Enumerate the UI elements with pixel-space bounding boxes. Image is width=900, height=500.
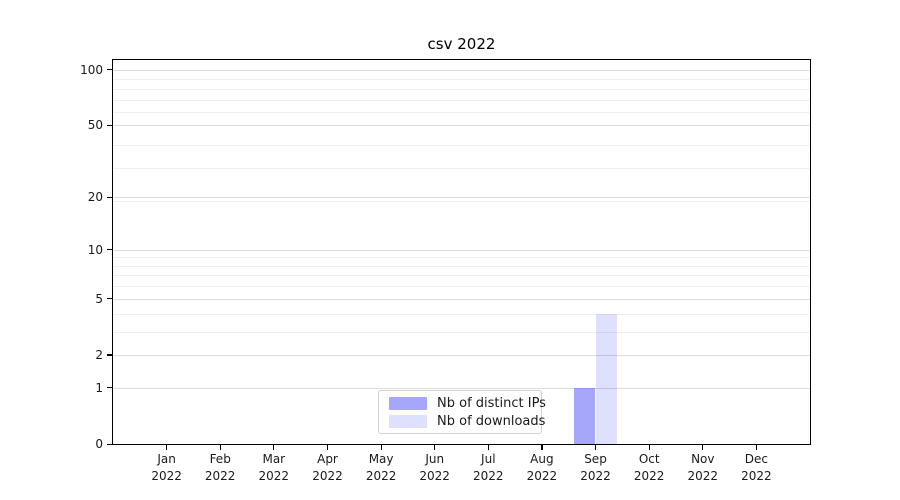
gridline-minor xyxy=(113,313,810,315)
x-tick-mark xyxy=(219,444,221,450)
y-tick-mark xyxy=(107,124,113,126)
gridline-major xyxy=(113,69,810,71)
x-tick-label-line: 2022 xyxy=(151,468,182,483)
gridline-major xyxy=(113,249,810,251)
legend-swatch-distinct-ips xyxy=(389,396,427,410)
bar-downloads xyxy=(595,313,617,444)
x-tick-mark xyxy=(273,444,275,450)
x-tick-label-line: Jul xyxy=(481,452,496,466)
gridline-minor xyxy=(113,265,810,267)
legend-label-distinct-ips: Nb of distinct IPs xyxy=(437,395,546,411)
x-tick-label: Nov 2022 xyxy=(668,451,738,484)
gridline-minor xyxy=(113,201,810,203)
bar-distinct-ips xyxy=(574,387,596,444)
gridline-minor xyxy=(113,112,810,113)
y-tick-label: 10 xyxy=(87,242,103,257)
x-tick-label: Sep 2022 xyxy=(561,451,631,484)
gridline-major xyxy=(113,298,810,300)
x-tick-label-line: Dec xyxy=(744,452,768,466)
x-tick-mark xyxy=(755,444,758,450)
y-tick-mark xyxy=(107,69,113,71)
legend-item-distinct-ips: Nb of distinct IPs xyxy=(389,396,546,411)
y-tick-mark xyxy=(107,354,113,356)
y-tick-mark xyxy=(107,387,113,389)
y-tick-label: 0 xyxy=(95,437,103,451)
x-tick-mark xyxy=(380,444,382,450)
y-tick-mark xyxy=(107,196,113,198)
x-tick-label: Aug 2022 xyxy=(507,451,577,484)
gridline-minor xyxy=(113,79,810,81)
x-tick-label: Oct 2022 xyxy=(614,451,684,484)
gridline-major xyxy=(113,197,810,199)
x-tick-label: Jan 2022 xyxy=(132,451,202,484)
x-tick-mark xyxy=(595,444,597,450)
x-tick-label-line: 2022 xyxy=(633,468,665,483)
x-tick-label-line: 2022 xyxy=(204,468,236,483)
gridline-minor xyxy=(113,275,810,277)
x-tick-label-line: Sep xyxy=(584,452,607,466)
legend-label-downloads: Nb of downloads xyxy=(437,413,546,429)
legend: Nb of distinct IPs Nb of downloads xyxy=(378,390,546,434)
x-tick-label: May 2022 xyxy=(346,451,416,484)
x-tick-label-line: Aug xyxy=(530,452,554,466)
x-tick-label-line: 2022 xyxy=(473,468,504,483)
x-tick-label-line: Mar xyxy=(262,452,286,466)
x-tick-label-line: May xyxy=(368,452,394,466)
gridline-minor xyxy=(113,257,810,259)
x-tick-mark xyxy=(434,444,436,450)
x-tick-mark xyxy=(702,444,704,450)
y-tick-mark xyxy=(107,443,113,445)
gridline-major xyxy=(113,387,810,389)
gridline-minor xyxy=(113,144,810,146)
x-tick-label: Apr 2022 xyxy=(293,451,363,484)
gridline-minor xyxy=(113,168,810,170)
x-tick-label-line: 2022 xyxy=(419,468,450,483)
x-tick-label-line: Apr xyxy=(317,452,338,466)
x-tick-label-line: 2022 xyxy=(687,468,719,483)
x-tick-mark xyxy=(487,444,489,450)
y-tick-label: 5 xyxy=(95,291,103,306)
y-tick-mark xyxy=(107,298,113,300)
y-tick-label: 50 xyxy=(87,118,103,133)
chart-title: csv 2022 xyxy=(427,35,496,53)
x-tick-label-line: Nov xyxy=(691,452,715,466)
x-tick-label-line: 2022 xyxy=(258,468,290,483)
gridline-minor xyxy=(113,331,810,333)
x-tick-label: Jul 2022 xyxy=(453,451,523,484)
x-tick-label-line: Feb xyxy=(209,452,231,466)
gridline-minor xyxy=(113,286,810,288)
x-tick-label: Feb 2022 xyxy=(185,451,255,484)
x-tick-mark xyxy=(648,444,650,450)
x-tick-label-line: 2022 xyxy=(580,468,611,483)
x-tick-label-line: 2022 xyxy=(312,468,343,483)
gridline-minor xyxy=(113,88,810,90)
y-tick-label: 1 xyxy=(95,380,103,395)
plot-area: 0 1 2 5 10 20 50 100 Jan 2022 Feb 2022 Mar 2022 Apr 202… xyxy=(80,60,810,483)
x-tick-label-line: Oct xyxy=(638,452,660,466)
x-tick-label-line: Jun xyxy=(425,452,445,466)
x-tick-label-line: 2022 xyxy=(526,468,558,483)
legend-item-downloads: Nb of downloads xyxy=(389,414,545,429)
y-tick-label: 20 xyxy=(87,190,103,205)
gridline-major xyxy=(113,125,810,127)
y-tick-label: 100 xyxy=(80,62,103,77)
gridline-minor xyxy=(113,99,810,101)
x-tick-mark xyxy=(166,444,168,450)
y-tick-label: 2 xyxy=(95,347,103,362)
x-tick-label: Mar 2022 xyxy=(239,451,309,484)
x-tick-label-line: 2022 xyxy=(365,468,397,483)
gridline-major xyxy=(113,354,810,356)
x-tick-label-line: 2022 xyxy=(741,468,772,483)
x-tick-label: Jun 2022 xyxy=(400,451,470,484)
x-tick-label: Dec 2022 xyxy=(721,451,791,484)
x-tick-label-line: Jan xyxy=(157,452,176,466)
x-tick-mark xyxy=(327,444,329,450)
x-tick-mark xyxy=(541,444,543,450)
legend-swatch-downloads xyxy=(389,414,427,428)
y-tick-mark xyxy=(107,249,113,251)
